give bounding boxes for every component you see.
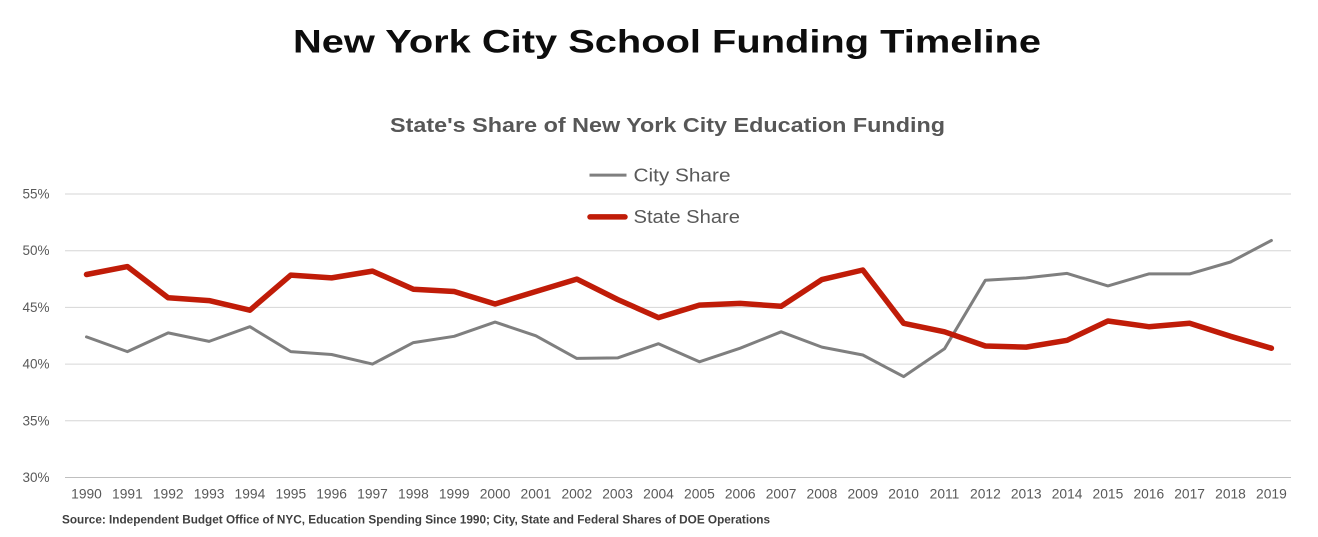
svg-text:2018: 2018	[1215, 487, 1246, 502]
svg-text:1999: 1999	[439, 487, 470, 502]
svg-text:50%: 50%	[22, 243, 49, 258]
svg-text:55%: 55%	[22, 187, 49, 202]
svg-text:2004: 2004	[643, 487, 674, 502]
svg-text:New York City School Funding T: New York City School Funding Timeline	[293, 24, 1041, 60]
svg-text:2015: 2015	[1093, 487, 1124, 502]
svg-text:2002: 2002	[561, 487, 592, 502]
svg-text:2010: 2010	[888, 487, 919, 502]
svg-text:1998: 1998	[398, 487, 429, 502]
svg-text:1996: 1996	[316, 487, 347, 502]
svg-text:1994: 1994	[235, 487, 266, 502]
svg-text:2017: 2017	[1174, 487, 1205, 502]
svg-text:40%: 40%	[22, 357, 49, 372]
svg-text:2007: 2007	[766, 487, 797, 502]
svg-text:State Share: State Share	[634, 206, 741, 227]
svg-text:1997: 1997	[357, 487, 388, 502]
svg-text:2008: 2008	[807, 487, 838, 502]
svg-text:30%: 30%	[22, 470, 49, 485]
svg-text:1993: 1993	[194, 487, 225, 502]
svg-text:1991: 1991	[112, 487, 143, 502]
svg-text:State's Share of New York City: State's Share of New York City Education…	[390, 115, 945, 137]
svg-text:2016: 2016	[1133, 487, 1164, 502]
svg-text:2011: 2011	[930, 487, 960, 502]
svg-text:45%: 45%	[22, 300, 49, 315]
svg-text:2009: 2009	[847, 487, 878, 502]
svg-text:2013: 2013	[1011, 487, 1042, 502]
svg-text:2019: 2019	[1256, 487, 1287, 502]
svg-text:1992: 1992	[153, 487, 184, 502]
svg-text:1990: 1990	[71, 487, 102, 502]
svg-text:Source: Independent Budget Off: Source: Independent Budget Office of NYC…	[62, 513, 770, 527]
svg-text:2014: 2014	[1052, 487, 1083, 502]
svg-text:2001: 2001	[521, 487, 552, 502]
svg-text:35%: 35%	[22, 413, 49, 428]
svg-text:1995: 1995	[275, 487, 306, 502]
svg-text:2003: 2003	[602, 487, 633, 502]
svg-text:2006: 2006	[725, 487, 756, 502]
svg-text:2012: 2012	[970, 487, 1001, 502]
svg-text:City Share: City Share	[634, 164, 731, 185]
svg-text:2005: 2005	[684, 487, 715, 502]
svg-text:2000: 2000	[480, 487, 511, 502]
